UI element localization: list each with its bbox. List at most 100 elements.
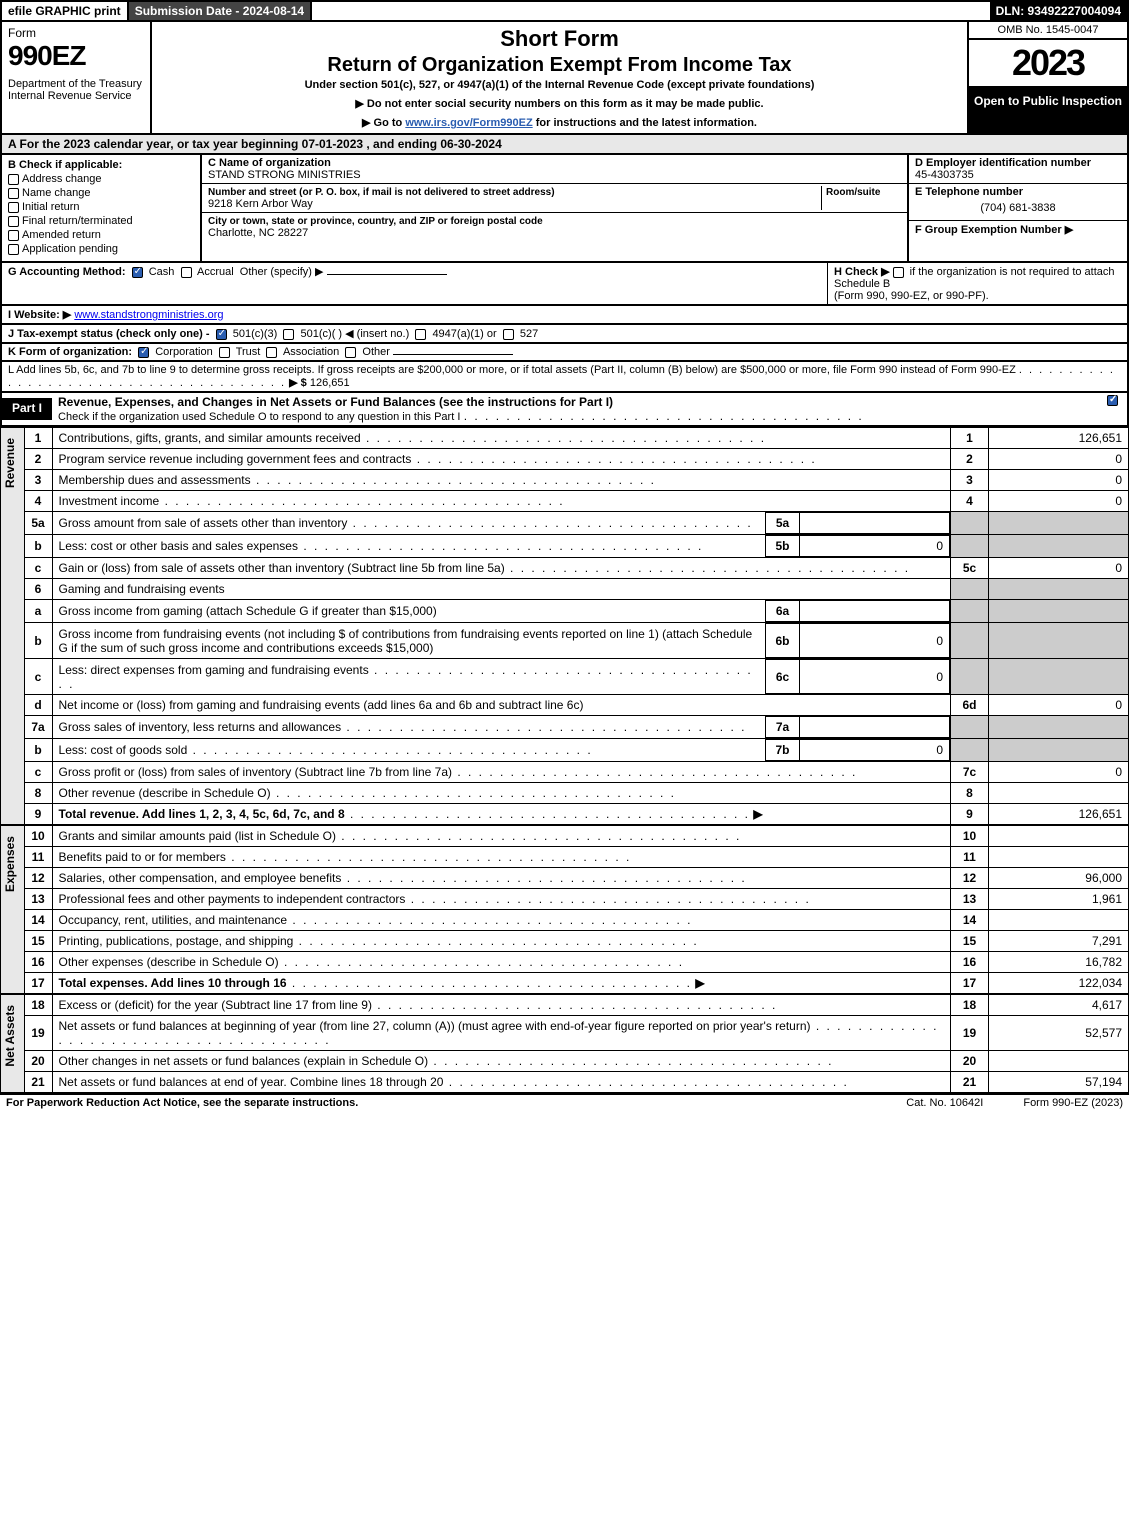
checkbox-icon[interactable]: [503, 329, 514, 340]
checkbox-icon[interactable]: [216, 329, 227, 340]
l-value: 126,651: [310, 377, 350, 389]
checkbox-icon[interactable]: [283, 329, 294, 340]
c-addr-row: Number and street (or P. O. box, if mail…: [202, 184, 907, 213]
g-label: G Accounting Method:: [8, 266, 126, 278]
checkbox-icon[interactable]: [1107, 395, 1118, 406]
revenue-table: 1Contributions, gifts, grants, and simil…: [24, 427, 1129, 825]
efile-label[interactable]: efile GRAPHIC print: [2, 2, 129, 20]
expenses-block: Expenses 10Grants and similar amounts pa…: [0, 825, 1129, 994]
section-c: C Name of organization STAND STRONG MINI…: [202, 155, 907, 261]
open-public: Open to Public Inspection: [969, 88, 1127, 133]
c-name-label: C Name of organization: [208, 157, 331, 169]
chk-final: Final return/terminated: [8, 215, 194, 227]
checkbox-icon[interactable]: [181, 267, 192, 278]
table-row: 14Occupancy, rent, utilities, and mainte…: [24, 910, 1128, 931]
footer-left: For Paperwork Reduction Act Notice, see …: [6, 1097, 866, 1109]
checkbox-icon[interactable]: [893, 267, 904, 278]
form-header: Form 990EZ Department of the Treasury In…: [0, 22, 1129, 135]
table-row: 16Other expenses (describe in Schedule O…: [24, 952, 1128, 973]
bullet-ssn: ▶ Do not enter social security numbers o…: [158, 97, 961, 110]
checkbox-icon[interactable]: [8, 188, 19, 199]
website-link[interactable]: www.standstrongministries.org: [74, 309, 223, 321]
part1-title: Revenue, Expenses, and Changes in Net As…: [52, 393, 1127, 425]
spacer: [312, 2, 989, 20]
checkbox-icon[interactable]: [219, 347, 230, 358]
table-row: 21Net assets or fund balances at end of …: [24, 1072, 1128, 1093]
short-form-title: Short Form: [158, 26, 961, 52]
checkbox-icon[interactable]: [415, 329, 426, 340]
table-row: 10Grants and similar amounts paid (list …: [24, 826, 1128, 847]
part1-tag: Part I: [2, 398, 52, 420]
tax-year: 2023: [969, 40, 1127, 88]
table-row: bGross income from fundraising events (n…: [24, 623, 1128, 659]
chk-initial: Initial return: [8, 201, 194, 213]
table-row: 3Membership dues and assessments30: [24, 470, 1128, 491]
table-row: 20Other changes in net assets or fund ba…: [24, 1051, 1128, 1072]
irs-link[interactable]: www.irs.gov/Form990EZ: [405, 117, 532, 129]
section-e: E Telephone number (704) 681-3838: [909, 184, 1127, 221]
department: Department of the Treasury Internal Reve…: [8, 78, 144, 102]
section-b: B Check if applicable: Address change Na…: [2, 155, 202, 261]
page-footer: For Paperwork Reduction Act Notice, see …: [0, 1093, 1129, 1111]
netassets-table: 18Excess or (deficit) for the year (Subt…: [24, 994, 1129, 1093]
table-row: 2Program service revenue including gover…: [24, 449, 1128, 470]
checkbox-icon[interactable]: [8, 174, 19, 185]
expenses-table: 10Grants and similar amounts paid (list …: [24, 825, 1129, 994]
footer-cat: Cat. No. 10642I: [866, 1097, 1023, 1109]
form-word: Form: [8, 26, 144, 40]
section-def: D Employer identification number 45-4303…: [907, 155, 1127, 261]
room-label: Room/suite: [826, 187, 880, 198]
table-row: cLess: direct expenses from gaming and f…: [24, 659, 1128, 695]
i-label: I Website: ▶: [8, 309, 71, 321]
side-revenue: Revenue: [0, 427, 24, 825]
table-row: 9Total revenue. Add lines 1, 2, 3, 4, 5c…: [24, 804, 1128, 825]
checkbox-icon[interactable]: [8, 202, 19, 213]
info-block: B Check if applicable: Address change Na…: [0, 155, 1129, 263]
org-name: STAND STRONG MINISTRIES: [208, 169, 361, 181]
row-a-tax-year: A For the 2023 calendar year, or tax yea…: [0, 135, 1129, 155]
table-row: 15Printing, publications, postage, and s…: [24, 931, 1128, 952]
h-label: H Check ▶: [834, 266, 890, 278]
table-row: dNet income or (loss) from gaming and fu…: [24, 695, 1128, 716]
table-row: cGross profit or (loss) from sales of in…: [24, 762, 1128, 783]
table-row: 11Benefits paid to or for members11: [24, 847, 1128, 868]
c-addr-label: Number and street (or P. O. box, if mail…: [208, 187, 555, 198]
checkbox-icon[interactable]: [266, 347, 277, 358]
table-row: 12Salaries, other compensation, and empl…: [24, 868, 1128, 889]
checkbox-icon[interactable]: [8, 230, 19, 241]
checkbox-icon[interactable]: [8, 244, 19, 255]
org-address: 9218 Kern Arbor Way: [208, 198, 313, 210]
c-city-label: City or town, state or province, country…: [208, 216, 543, 227]
c-city-row: City or town, state or province, country…: [202, 213, 907, 241]
bullet-link: ▶ Go to www.irs.gov/Form990EZ for instru…: [158, 116, 961, 129]
j-label: J Tax-exempt status (check only one) -: [8, 328, 210, 340]
checkbox-icon[interactable]: [132, 267, 143, 278]
chk-address: Address change: [8, 173, 194, 185]
row-k: K Form of organization: Corporation Trus…: [0, 344, 1129, 362]
checkbox-icon[interactable]: [138, 347, 149, 358]
table-row: 8Other revenue (describe in Schedule O)8: [24, 783, 1128, 804]
chk-pending: Application pending: [8, 243, 194, 255]
form-number: 990EZ: [8, 40, 144, 72]
checkbox-icon[interactable]: [345, 347, 356, 358]
section-f: F Group Exemption Number ▶: [909, 221, 1127, 238]
table-row: bLess: cost or other basis and sales exp…: [24, 535, 1128, 558]
row-i: I Website: ▶ www.standstrongministries.o…: [0, 306, 1129, 325]
chk-amended: Amended return: [8, 229, 194, 241]
k-label: K Form of organization:: [8, 346, 132, 358]
section-d: D Employer identification number 45-4303…: [909, 155, 1127, 184]
netassets-block: Net Assets 18Excess or (deficit) for the…: [0, 994, 1129, 1093]
side-expenses: Expenses: [0, 825, 24, 994]
table-row: 6Gaming and fundraising events: [24, 579, 1128, 600]
header-right: OMB No. 1545-0047 2023 Open to Public In…: [967, 22, 1127, 133]
chk-name: Name change: [8, 187, 194, 199]
d-label: D Employer identification number: [915, 157, 1091, 169]
revenue-block: Revenue 1Contributions, gifts, grants, a…: [0, 427, 1129, 825]
arrow-icon: ▶ $: [289, 377, 307, 389]
table-row: 7aGross sales of inventory, less returns…: [24, 716, 1128, 739]
table-row: 19Net assets or fund balances at beginni…: [24, 1016, 1128, 1051]
table-row: 18Excess or (deficit) for the year (Subt…: [24, 995, 1128, 1016]
table-row: 1Contributions, gifts, grants, and simil…: [24, 428, 1128, 449]
checkbox-icon[interactable]: [8, 216, 19, 227]
org-city: Charlotte, NC 28227: [208, 227, 308, 239]
